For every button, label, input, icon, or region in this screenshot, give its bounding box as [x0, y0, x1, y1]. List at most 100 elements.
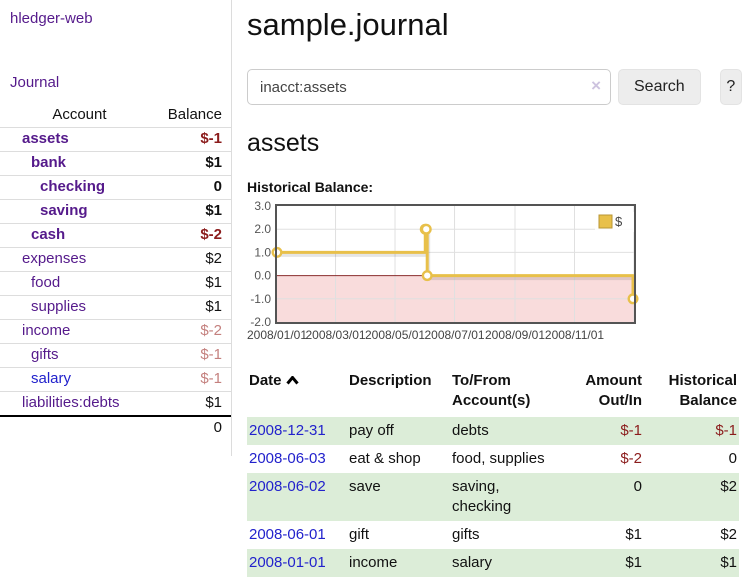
- accounts-table-body: assets $-1 bank $1 checking 0 saving $1 cash $-2 e…: [0, 127, 231, 441]
- register-row: 2008-06-03 eat & shop food, supplies $-2 0: [247, 445, 739, 473]
- transaction-date-link[interactable]: 2008-01-01: [249, 554, 326, 571]
- transaction-balance: $2: [720, 478, 737, 495]
- sort-ascending-icon: [285, 371, 299, 391]
- account-link[interactable]: checking: [40, 178, 106, 195]
- transaction-description: gift: [349, 526, 370, 543]
- transaction-description: income: [349, 554, 398, 571]
- account-balance: $-2: [200, 322, 222, 339]
- account-row: cash $-2: [0, 223, 231, 248]
- transaction-accounts: salary: [452, 554, 493, 571]
- svg-text:2008/05/01: 2008/05/01: [365, 328, 425, 342]
- account-row: checking 0: [0, 175, 231, 200]
- account-link[interactable]: assets: [22, 130, 69, 147]
- transaction-description: eat & shop: [349, 450, 421, 467]
- account-balance: $-1: [200, 370, 222, 387]
- transaction-amount: $-1: [620, 422, 642, 439]
- transaction-amount: 0: [633, 478, 642, 495]
- accounts-header-balance: Balance: [167, 106, 222, 123]
- chart-heading: Historical Balance:: [247, 179, 374, 195]
- sidebar: hledger-web Journal Account Balance asse…: [0, 0, 232, 456]
- account-balance: $1: [205, 394, 222, 411]
- account-link[interactable]: salary: [31, 370, 72, 387]
- transaction-date-link[interactable]: 2008-12-31: [249, 422, 326, 439]
- transaction-accounts: food, supplies: [452, 450, 545, 467]
- svg-text:$: $: [615, 214, 623, 229]
- search-input[interactable]: [247, 69, 611, 105]
- chart-container: $3.0 2.0 1.0 0.0 -1.0 -2.0 2008/01/01 2008/03/0…: [247, 199, 742, 348]
- transaction-date-link[interactable]: 2008-06-02: [249, 478, 326, 495]
- account-row: supplies $1: [0, 295, 231, 320]
- register-header-amount: Amount Out/In: [585, 372, 642, 409]
- register-header-accounts: To/From Account(s): [452, 372, 531, 409]
- svg-text:2008/09/01: 2008/09/01: [485, 328, 545, 342]
- account-heading: assets: [247, 129, 320, 157]
- register-header-date[interactable]: Date: [247, 369, 347, 417]
- transaction-amount: $1: [625, 526, 642, 543]
- svg-text:-2.0: -2.0: [250, 315, 271, 329]
- account-balance: $-1: [200, 346, 222, 363]
- account-link[interactable]: bank: [31, 154, 67, 171]
- transaction-accounts: debts: [452, 422, 489, 439]
- transaction-accounts: saving, checking: [452, 478, 512, 515]
- transaction-amount: $-2: [620, 450, 642, 467]
- account-balance: $1: [205, 274, 222, 291]
- transaction-amount: $1: [625, 554, 642, 571]
- account-balance: $2: [205, 250, 222, 267]
- svg-text:2008/01/01: 2008/01/01: [247, 328, 307, 342]
- account-row: income $-2: [0, 319, 231, 344]
- main-content: sample.journal × Search ? assets Histori…: [232, 0, 742, 577]
- register-header-balance: Historical Balance: [668, 372, 737, 409]
- accounts-header-account: Account: [52, 106, 107, 123]
- svg-text:2008/03/01: 2008/03/01: [305, 328, 365, 342]
- accounts-table: Account Balance assets $-1 bank $1 checking 0…: [0, 104, 231, 440]
- account-row: salary $-1: [0, 367, 231, 392]
- account-link[interactable]: income: [22, 322, 71, 339]
- account-link[interactable]: gifts: [31, 346, 59, 363]
- transaction-date-link[interactable]: 2008-06-03: [249, 450, 326, 467]
- svg-text:1.0: 1.0: [254, 245, 271, 259]
- historical-balance-chart[interactable]: $3.0 2.0 1.0 0.0 -1.0 -2.02008/01/012008/03/0…: [247, 199, 647, 348]
- register-row: 2008-06-02 save saving, checking 0 $2: [247, 473, 739, 521]
- accounts-total-balance: 0: [213, 419, 222, 436]
- account-link[interactable]: saving: [40, 202, 88, 219]
- account-balance: $-2: [200, 226, 222, 243]
- transaction-balance: 0: [728, 450, 737, 467]
- search-button[interactable]: Search: [618, 69, 701, 105]
- svg-text:2.0: 2.0: [254, 222, 271, 236]
- account-balance: $1: [205, 298, 222, 315]
- app-title-link[interactable]: hledger-web: [10, 10, 93, 27]
- account-balance: $1: [205, 202, 222, 219]
- account-balance: $-1: [200, 130, 222, 147]
- account-link[interactable]: liabilities:debts: [22, 394, 120, 411]
- account-link[interactable]: expenses: [22, 250, 87, 267]
- transaction-description: save: [349, 478, 381, 495]
- account-row: assets $-1: [0, 127, 231, 152]
- account-link[interactable]: cash: [31, 226, 66, 243]
- transaction-balance: $-1: [715, 422, 737, 439]
- register-row: 2008-01-01 income salary $1 $1: [247, 549, 739, 577]
- transaction-balance: $1: [720, 554, 737, 571]
- account-row: bank $1: [0, 151, 231, 176]
- search-form: × Search ?: [247, 69, 742, 105]
- account-link[interactable]: supplies: [31, 298, 87, 315]
- account-balance: $1: [205, 154, 222, 171]
- transaction-date-link[interactable]: 2008-06-01: [249, 526, 326, 543]
- account-row: liabilities:debts $1: [0, 391, 231, 417]
- transaction-accounts: gifts: [452, 526, 480, 543]
- account-row: gifts $-1: [0, 343, 231, 368]
- accounts-total-row: 0: [0, 416, 231, 440]
- sidebar-item-journal[interactable]: Journal: [10, 74, 60, 91]
- account-link[interactable]: food: [31, 274, 61, 291]
- account-row: food $1: [0, 271, 231, 296]
- register-row: 2008-06-01 gift gifts $1 $2: [247, 521, 739, 549]
- svg-text:0.0: 0.0: [254, 269, 271, 283]
- svg-text:2008/11/01: 2008/11/01: [545, 328, 604, 342]
- register-row: 2008-12-31 pay off debts $-1 $-1: [247, 417, 739, 445]
- account-balance: 0: [213, 178, 222, 195]
- help-button[interactable]: ?: [719, 69, 742, 105]
- clear-search-icon[interactable]: ×: [591, 76, 601, 95]
- svg-text:-1.0: -1.0: [250, 292, 271, 306]
- account-row: expenses $2: [0, 247, 231, 272]
- page-title: sample.journal: [247, 7, 449, 42]
